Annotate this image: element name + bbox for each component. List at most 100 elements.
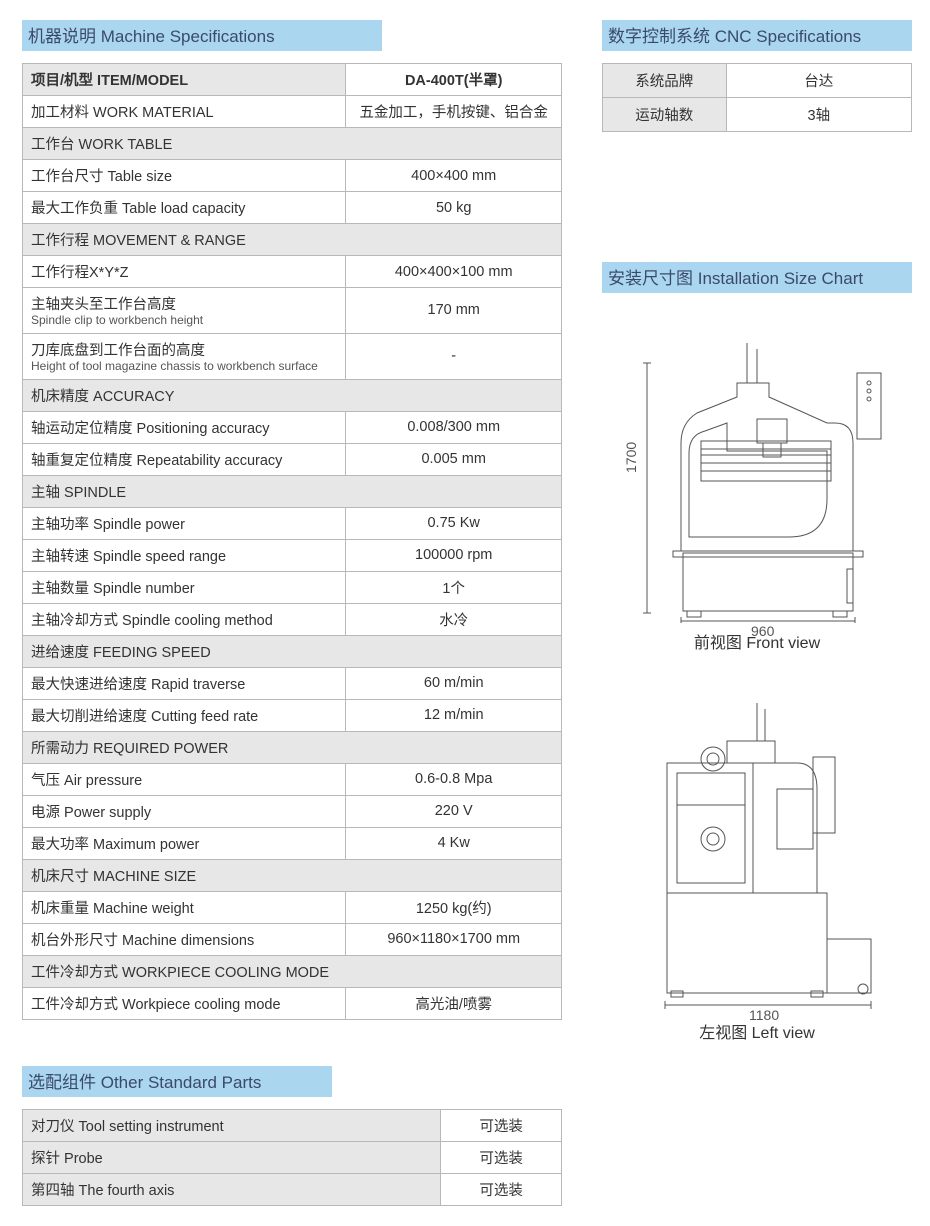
spec-label: 机床重量 Machine weight	[23, 891, 346, 923]
left-view-diagram	[627, 693, 887, 1013]
spec-value: 100000 rpm	[346, 539, 562, 571]
table-row: 主轴功率 Spindle power0.75 Kw	[23, 507, 562, 539]
install-chart-header: 安装尺寸图 Installation Size Chart	[602, 262, 912, 293]
table-row: 主轴夹头至工作台高度Spindle clip to workbench heig…	[23, 288, 562, 334]
table-row: 工件冷却方式 Workpiece cooling mode高光油/喷雾	[23, 987, 562, 1019]
table-row: 工作行程X*Y*Z400×400×100 mm	[23, 256, 562, 288]
part-value: 可选装	[441, 1173, 562, 1205]
spec-value: 4 Kw	[346, 827, 562, 859]
table-row: 机床重量 Machine weight1250 kg(约)	[23, 891, 562, 923]
section-label: 进给速度 FEEDING SPEED	[23, 635, 562, 667]
spec-label: 工件冷却方式 Workpiece cooling mode	[23, 987, 346, 1019]
section-label: 工件冷却方式 WORKPIECE COOLING MODE	[23, 955, 562, 987]
spec-label: 最大切削进给速度 Cutting feed rate	[23, 699, 346, 731]
front-height-dim: 1700	[623, 442, 639, 473]
spec-label: 主轴冷却方式 Spindle cooling method	[23, 603, 346, 635]
spec-value: -	[346, 333, 562, 379]
cnc-label: 运动轴数	[603, 98, 727, 132]
table-row: 主轴转速 Spindle speed range100000 rpm	[23, 539, 562, 571]
part-label: 第四轴 The fourth axis	[23, 1173, 441, 1205]
section-label: 机床精度 ACCURACY	[23, 379, 562, 411]
table-row: 机床精度 ACCURACY	[23, 379, 562, 411]
table-row: 最大功率 Maximum power4 Kw	[23, 827, 562, 859]
spec-label: 工作行程X*Y*Z	[23, 256, 346, 288]
section-label: 工作行程 MOVEMENT & RANGE	[23, 224, 562, 256]
spec-value: 400×400 mm	[346, 160, 562, 192]
spec-label: 电源 Power supply	[23, 795, 346, 827]
table-row: 第四轴 The fourth axis可选装	[23, 1173, 562, 1205]
table-row: 电源 Power supply220 V	[23, 795, 562, 827]
table-row: 工作台尺寸 Table size400×400 mm	[23, 160, 562, 192]
spec-value: 0.005 mm	[346, 443, 562, 475]
spec-value: 400×400×100 mm	[346, 256, 562, 288]
table-row: 工件冷却方式 WORKPIECE COOLING MODE	[23, 955, 562, 987]
spec-label: 主轴转速 Spindle speed range	[23, 539, 346, 571]
spec-value: 1个	[346, 571, 562, 603]
table-row: 刀库底盘到工作台面的高度Height of tool magazine chas…	[23, 333, 562, 379]
cnc-label: 系统品牌	[603, 64, 727, 98]
table-row: 主轴 SPINDLE	[23, 475, 562, 507]
machine-spec-header: 机器说明 Machine Specifications	[22, 20, 382, 51]
spec-value: 0.6-0.8 Mpa	[346, 763, 562, 795]
table-row: 对刀仪 Tool setting instrument可选装	[23, 1109, 562, 1141]
table-row: 最大切削进给速度 Cutting feed rate12 m/min	[23, 699, 562, 731]
cnc-table: 系统品牌台达运动轴数3轴	[602, 63, 912, 132]
spec-label: 主轴夹头至工作台高度Spindle clip to workbench heig…	[23, 288, 346, 334]
table-row: 最大工作负重 Table load capacity50 kg	[23, 192, 562, 224]
table-row: 机台外形尺寸 Machine dimensions960×1180×1700 m…	[23, 923, 562, 955]
part-label: 对刀仪 Tool setting instrument	[23, 1109, 441, 1141]
front-width-dim: 960	[751, 623, 774, 639]
spec-value: 五金加工，手机按键、铝合金	[346, 96, 562, 128]
table-row: 轴运动定位精度 Positioning accuracy0.008/300 mm	[23, 411, 562, 443]
spec-label: 最大工作负重 Table load capacity	[23, 192, 346, 224]
left-view-figure: 1180 左视图 Left view	[602, 693, 912, 1043]
section-label: 工作台 WORK TABLE	[23, 128, 562, 160]
spec-label: 工作台尺寸 Table size	[23, 160, 346, 192]
section-label: 机床尺寸 MACHINE SIZE	[23, 859, 562, 891]
header-text: 机器说明 Machine Specifications	[28, 27, 275, 46]
table-row: 主轴冷却方式 Spindle cooling method水冷	[23, 603, 562, 635]
header-text: 数字控制系统 CNC Specifications	[608, 27, 861, 46]
spec-head-right: DA-400T(半罩)	[346, 64, 562, 96]
cnc-value: 台达	[726, 64, 911, 98]
spec-value: 水冷	[346, 603, 562, 635]
spec-value: 0.008/300 mm	[346, 411, 562, 443]
table-row: 进给速度 FEEDING SPEED	[23, 635, 562, 667]
table-row: 所需动力 REQUIRED POWER	[23, 731, 562, 763]
cnc-value: 3轴	[726, 98, 911, 132]
front-view-figure: 1700 960 前视图 Front view	[602, 323, 912, 653]
header-text: 选配组件 Other Standard Parts	[28, 1073, 261, 1092]
spec-label: 刀库底盘到工作台面的高度Height of tool magazine chas…	[23, 333, 346, 379]
spec-value: 0.75 Kw	[346, 507, 562, 539]
spec-label: 主轴功率 Spindle power	[23, 507, 346, 539]
parts-table: 对刀仪 Tool setting instrument可选装探针 Probe可选…	[22, 1109, 562, 1206]
section-label: 所需动力 REQUIRED POWER	[23, 731, 562, 763]
spec-label: 气压 Air pressure	[23, 763, 346, 795]
spec-label: 轴重复定位精度 Repeatability accuracy	[23, 443, 346, 475]
spec-label: 轴运动定位精度 Positioning accuracy	[23, 411, 346, 443]
spec-value: 170 mm	[346, 288, 562, 334]
table-row: 气压 Air pressure0.6-0.8 Mpa	[23, 763, 562, 795]
spec-value: 60 m/min	[346, 667, 562, 699]
spec-value: 960×1180×1700 mm	[346, 923, 562, 955]
machine-spec-table: 项目/机型 ITEM/MODEL DA-400T(半罩) 加工材料 WORK M…	[22, 63, 562, 1020]
section-label: 主轴 SPINDLE	[23, 475, 562, 507]
table-row: 机床尺寸 MACHINE SIZE	[23, 859, 562, 891]
cnc-spec-header: 数字控制系统 CNC Specifications	[602, 20, 912, 51]
table-row: 工作行程 MOVEMENT & RANGE	[23, 224, 562, 256]
spec-value: 220 V	[346, 795, 562, 827]
part-label: 探针 Probe	[23, 1141, 441, 1173]
spec-value: 50 kg	[346, 192, 562, 224]
part-value: 可选装	[441, 1141, 562, 1173]
table-row: 主轴数量 Spindle number1个	[23, 571, 562, 603]
left-width-dim: 1180	[749, 1007, 779, 1023]
part-value: 可选装	[441, 1109, 562, 1141]
front-view-diagram	[627, 323, 887, 623]
spec-value: 高光油/喷雾	[346, 987, 562, 1019]
table-row: 加工材料 WORK MATERIAL五金加工，手机按键、铝合金	[23, 96, 562, 128]
spec-label: 主轴数量 Spindle number	[23, 571, 346, 603]
header-text: 安装尺寸图 Installation Size Chart	[608, 269, 863, 288]
spec-value: 12 m/min	[346, 699, 562, 731]
table-row: 最大快速进给速度 Rapid traverse60 m/min	[23, 667, 562, 699]
other-parts-header: 选配组件 Other Standard Parts	[22, 1066, 332, 1097]
